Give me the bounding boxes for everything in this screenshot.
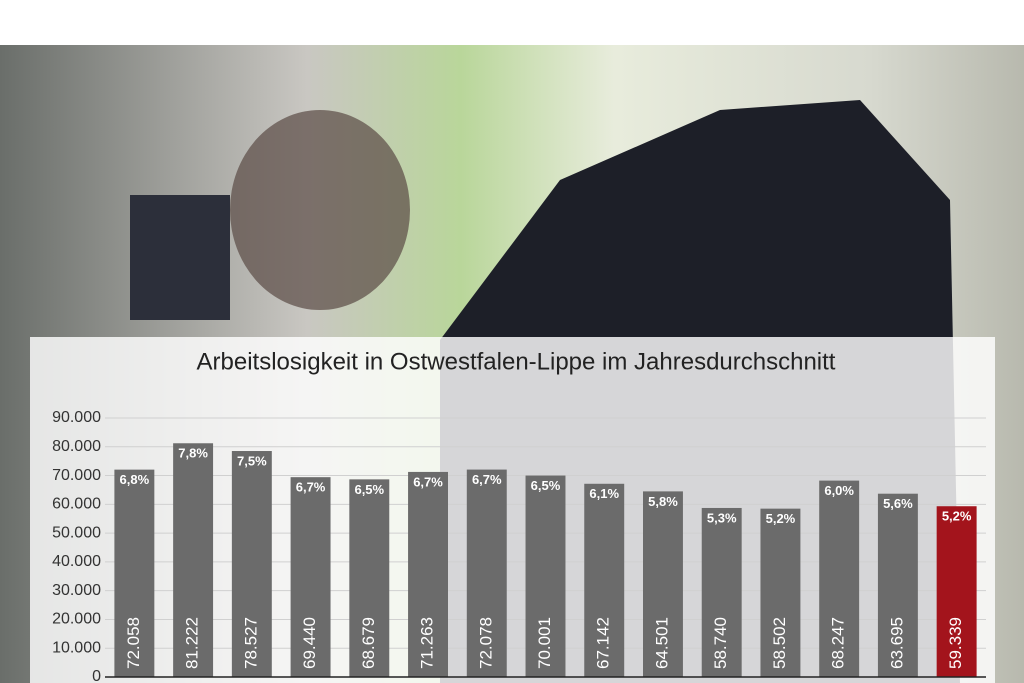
value-label: 69.440 [300, 617, 319, 669]
value-label: 63.695 [887, 617, 906, 669]
bar [701, 507, 742, 677]
rate-label: 6,1% [589, 486, 619, 501]
value-label: 71.263 [418, 617, 437, 669]
y-tick-label: 60.000 [52, 496, 101, 513]
rate-label: 5,6% [883, 496, 913, 511]
value-label: 70.001 [535, 617, 554, 669]
bar [466, 469, 507, 677]
bar [760, 508, 801, 677]
rate-label: 5,3% [707, 510, 737, 525]
chart-title: Arbeitslosigkeit in Ostwestfalen-Lippe i… [197, 348, 836, 375]
rate-label: 6,7% [413, 474, 443, 489]
photo-person [230, 110, 410, 310]
y-tick-label: 10.000 [52, 639, 101, 656]
y-tick-label: 50.000 [52, 524, 101, 541]
bar [877, 493, 918, 677]
value-label: 68.679 [359, 617, 378, 669]
value-label: 64.501 [652, 617, 671, 669]
rate-label: 5,8% [648, 494, 678, 509]
y-tick-label: 70.000 [52, 467, 101, 484]
rate-label: 5,2% [766, 511, 796, 526]
rate-label: 6,7% [296, 480, 326, 495]
bar [290, 477, 331, 677]
bar [642, 491, 683, 677]
value-label: 72.078 [476, 617, 495, 669]
rate-label: 6,5% [354, 482, 384, 497]
value-label: 68.247 [829, 617, 848, 669]
rate-label: 7,5% [237, 453, 267, 468]
rate-label: 6,7% [472, 472, 502, 487]
value-label: 59.339 [946, 617, 965, 669]
rate-label: 5,2% [942, 509, 972, 524]
value-label: 72.058 [124, 617, 143, 669]
value-label: 58.740 [711, 617, 730, 669]
bar [173, 443, 214, 677]
rate-label: 6,0% [824, 483, 854, 498]
value-label: 78.527 [241, 617, 260, 669]
value-label: 81.222 [183, 617, 202, 669]
rate-label: 6,8% [120, 472, 150, 487]
bar [349, 479, 390, 677]
y-tick-label: 0 [92, 668, 101, 683]
bar [408, 471, 449, 677]
value-label: 67.142 [594, 617, 613, 669]
bar [231, 451, 272, 677]
bar [525, 475, 566, 677]
rate-label: 7,8% [178, 446, 208, 461]
y-tick-label: 80.000 [52, 438, 101, 455]
y-tick-label: 40.000 [52, 553, 101, 570]
y-tick-label: 90.000 [52, 409, 101, 426]
value-label: 58.502 [770, 617, 789, 669]
bar [936, 506, 977, 677]
bar [819, 480, 860, 677]
bar [114, 469, 155, 677]
bar [584, 483, 625, 677]
photo-monitor [130, 195, 230, 320]
y-tick-label: 30.000 [52, 582, 101, 599]
y-tick-label: 20.000 [52, 611, 101, 628]
rate-label: 6,5% [531, 478, 561, 493]
